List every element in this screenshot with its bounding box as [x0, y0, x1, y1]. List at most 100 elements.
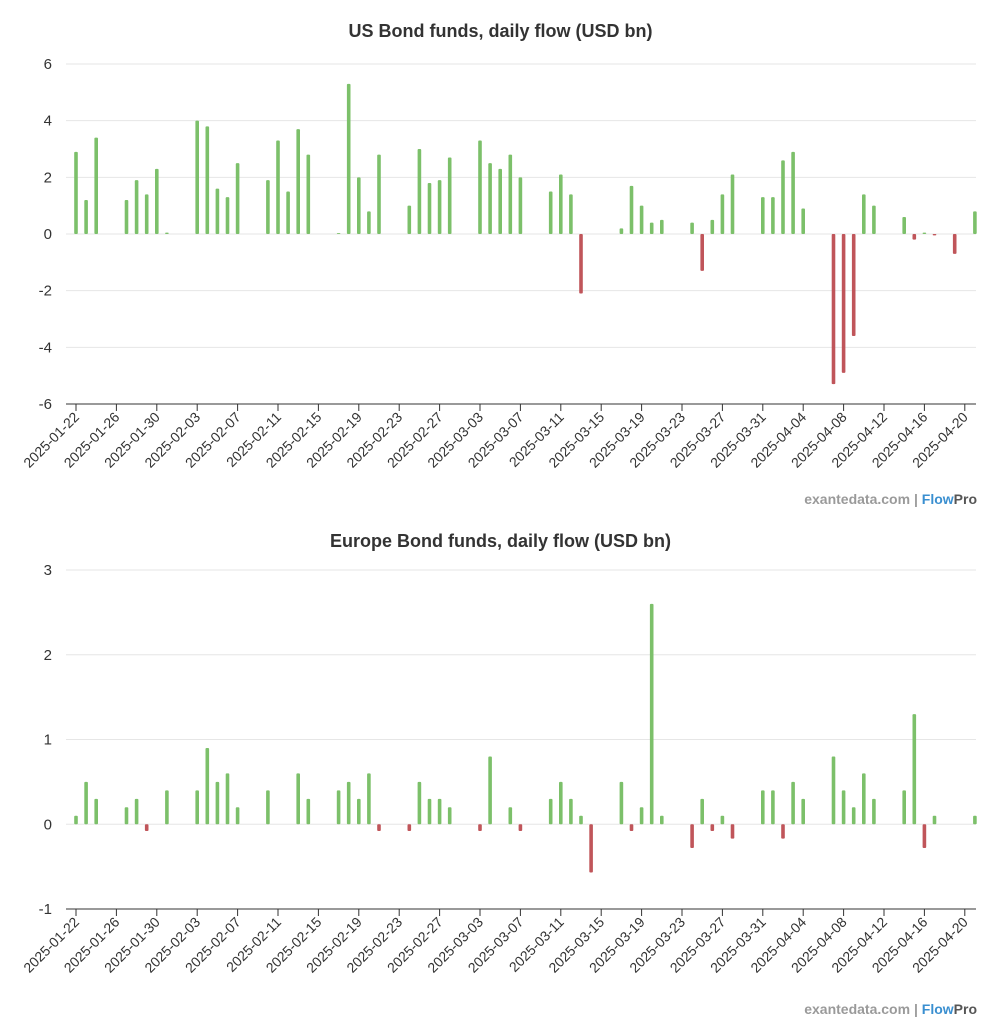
bar — [407, 824, 412, 832]
y-tick-label: -4 — [39, 339, 52, 356]
bar — [730, 174, 735, 234]
bar — [649, 222, 654, 234]
bar — [417, 149, 422, 234]
y-tick-label: 6 — [44, 56, 52, 73]
y-tick-label: 4 — [44, 113, 52, 130]
bar — [417, 781, 422, 825]
bar — [902, 790, 906, 825]
bar — [518, 177, 523, 234]
us-watermark: exantedata.com | FlowPro — [804, 491, 977, 507]
watermark-site: exantedata.com — [804, 491, 911, 507]
bar — [427, 183, 432, 234]
bar — [336, 233, 341, 234]
bar — [710, 824, 715, 832]
bar — [336, 790, 341, 825]
bar — [872, 205, 876, 234]
bar — [872, 798, 876, 825]
bar — [346, 83, 351, 234]
bar — [912, 714, 917, 825]
bar — [710, 219, 715, 234]
bar — [377, 154, 381, 234]
bar — [831, 234, 836, 385]
bar — [306, 154, 311, 234]
bar — [589, 824, 593, 873]
bar — [932, 815, 937, 825]
bar — [74, 151, 78, 234]
europe-bond-chart: 3210-12025-01-222025-01-262025-01-302025… — [20, 562, 977, 976]
bar — [559, 781, 563, 825]
bar — [144, 824, 149, 832]
bar — [357, 798, 361, 825]
bar — [478, 824, 482, 832]
bar — [235, 807, 240, 825]
bar — [296, 773, 300, 825]
bar — [660, 219, 664, 234]
bar — [134, 798, 139, 825]
bar — [801, 208, 805, 234]
bar — [498, 168, 502, 234]
bar — [973, 211, 977, 234]
bar — [771, 197, 775, 234]
bar — [771, 790, 775, 825]
bar — [912, 234, 917, 240]
bar — [831, 756, 836, 825]
bar — [801, 798, 805, 825]
bar — [165, 232, 169, 234]
bar — [488, 756, 492, 825]
bar — [781, 824, 785, 839]
bar — [639, 807, 644, 825]
bar — [225, 197, 230, 234]
bar — [902, 217, 906, 234]
bar — [720, 815, 725, 825]
bar — [84, 200, 88, 234]
bar — [629, 185, 634, 234]
bar — [922, 824, 927, 848]
bar — [205, 126, 210, 234]
y-tick-label: 1 — [44, 732, 52, 749]
bar — [367, 211, 371, 234]
bar — [841, 790, 846, 825]
watermark-separator: | — [913, 491, 918, 507]
bar — [276, 140, 280, 234]
us-chart-title: US Bond funds, daily flow (USD bn) — [348, 21, 653, 41]
bar — [508, 154, 513, 234]
bar — [377, 824, 381, 832]
bar — [791, 151, 795, 234]
y-tick-label: -1 — [39, 901, 52, 918]
bar — [700, 234, 704, 271]
bar — [357, 177, 361, 234]
us-bond-chart-panel: US Bond funds, daily flow (USD bn) 6 4 2 0 -… — [0, 0, 1001, 510]
bar — [559, 174, 563, 234]
bar — [619, 228, 624, 234]
bar — [427, 798, 432, 825]
bar — [215, 781, 220, 825]
bar — [165, 790, 169, 825]
bar — [761, 197, 765, 234]
bar — [548, 191, 553, 234]
bar — [478, 140, 482, 234]
bar — [94, 798, 98, 825]
y-tick-label: 0 — [44, 816, 52, 833]
bar — [508, 807, 513, 825]
y-tick-label: -6 — [39, 396, 52, 413]
bar — [619, 781, 624, 825]
bar — [296, 129, 300, 234]
watermark-brand-flow: Flow — [921, 491, 954, 507]
bar — [922, 232, 927, 234]
bar — [649, 603, 654, 825]
bar — [225, 773, 230, 825]
europe-bond-chart-panel: Europe Bond funds, daily flow (USD bn) 3… — [0, 510, 1001, 1020]
bar — [579, 815, 583, 825]
bar — [124, 200, 129, 234]
bar — [235, 163, 240, 234]
bar — [660, 815, 664, 825]
bar — [862, 773, 866, 825]
bar — [367, 773, 371, 825]
bar — [286, 191, 290, 234]
bar — [144, 194, 149, 234]
bar — [124, 807, 129, 825]
bar — [851, 807, 856, 825]
bar — [932, 234, 937, 236]
bar — [437, 180, 442, 234]
bar — [74, 815, 78, 825]
